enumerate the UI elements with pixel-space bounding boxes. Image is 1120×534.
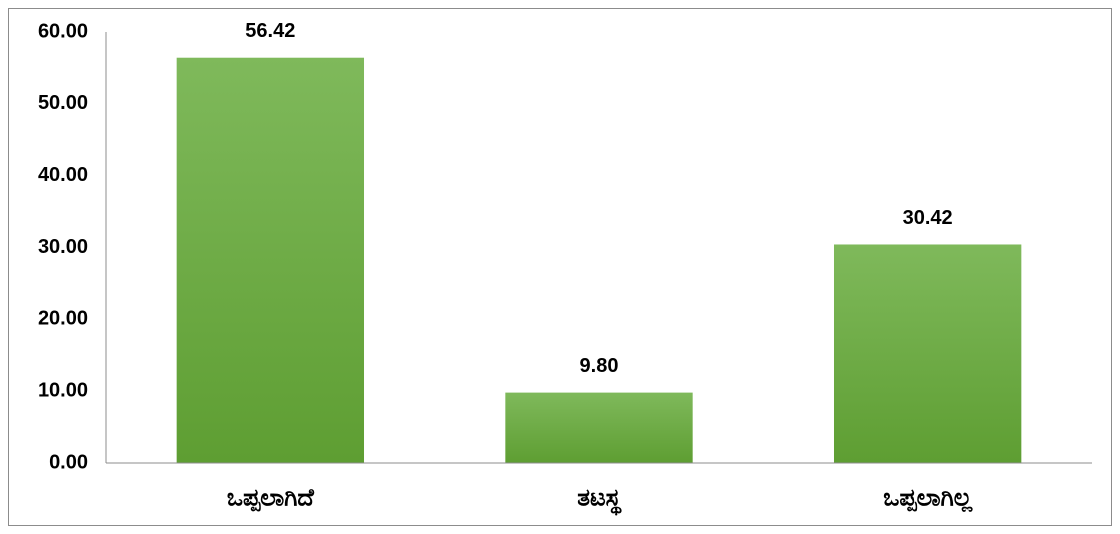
y-tick-label: 30.00 xyxy=(38,236,88,258)
x-tick-label: ಒಪ್ಪಲಾಗಿಲ್ಲ xyxy=(883,484,973,512)
bar xyxy=(505,392,693,463)
y-tick-label: 60.00 xyxy=(38,20,88,42)
data-label: 30.42 xyxy=(903,207,953,229)
x-tick-label: ತಟಸ್ಥ xyxy=(577,484,621,516)
data-label: 9.80 xyxy=(580,355,619,377)
y-tick-label: 40.00 xyxy=(38,164,88,186)
y-tick-label: 10.00 xyxy=(38,379,88,401)
bar xyxy=(833,244,1022,463)
chart-border xyxy=(8,8,1112,526)
y-tick-label: 0.00 xyxy=(49,451,88,473)
y-tick-label: 50.00 xyxy=(38,92,88,114)
y-tick-label: 20.00 xyxy=(38,308,88,330)
x-tick-label: ಒಪ್ಪಲಾಗಿದೆ xyxy=(227,484,315,511)
bar xyxy=(176,57,365,463)
data-label: 56.42 xyxy=(245,20,295,42)
